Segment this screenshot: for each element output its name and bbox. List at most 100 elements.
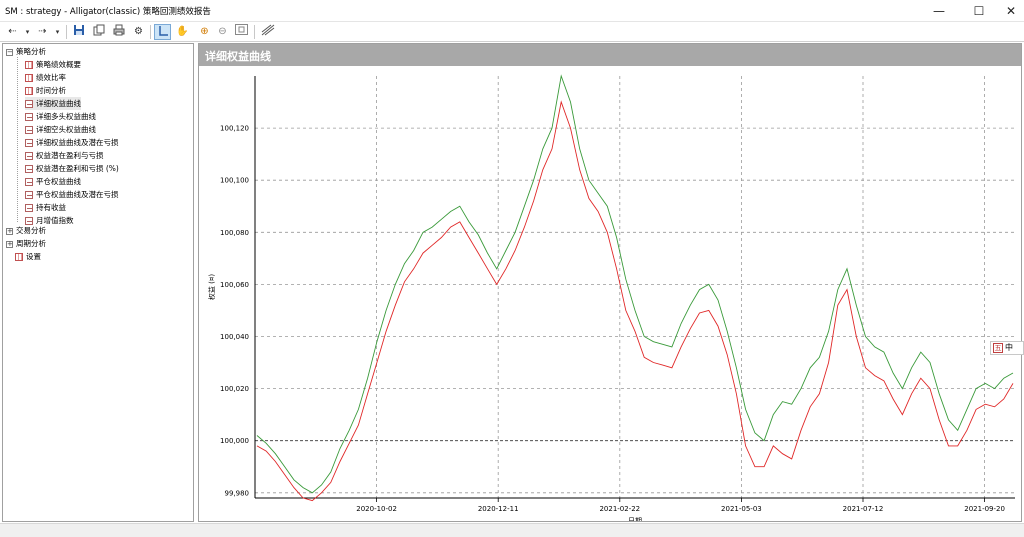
x-tick-label: 2020-10-02: [356, 505, 397, 513]
chart-report-icon: [25, 191, 33, 199]
tree-item-label: 详细权益曲线: [36, 99, 81, 108]
tree-item-5[interactable]: 详细空头权益曲线: [25, 123, 96, 136]
panel-title: 详细权益曲线: [205, 50, 271, 63]
series-line-1: [256, 100, 1014, 502]
tree-item-label: 平仓权益曲线及潜在亏损: [36, 190, 119, 199]
tree-node-period-analysis[interactable]: + 周期分析: [6, 237, 46, 250]
grid-report-icon: [25, 87, 33, 95]
tree-item-label: 详细多头权益曲线: [36, 112, 96, 121]
tree-node-trade-analysis[interactable]: + 交易分析: [6, 224, 46, 237]
ime-language-label: 中: [1005, 343, 1013, 352]
title-bar: SM : strategy - Alligator(classic) 策略回测绩…: [0, 0, 1024, 22]
forward-icon[interactable]: ⇢: [38, 26, 47, 37]
expand-icon[interactable]: +: [6, 239, 13, 248]
tree-item-1[interactable]: 绩效比率: [25, 71, 66, 84]
grid-report-icon: [15, 253, 23, 261]
grid-report-icon: [25, 74, 33, 82]
x-tick-label: 2021-09-20: [964, 505, 1005, 513]
tree-item-7[interactable]: 权益潜在盈利与亏损: [25, 149, 104, 162]
series-line-0: [256, 74, 1014, 494]
expand-icon[interactable]: +: [6, 226, 13, 235]
toolbar-separator: [150, 25, 151, 39]
y-tick-label: 100,040: [220, 333, 249, 341]
toolbar: ⇠ ▾ ⇢ ▾ ⚙ ✋ ⊕ ⊖: [0, 22, 1024, 42]
equity-chart[interactable]: 99,980 100,000 100,020 100,040 100,060 100,08…: [199, 66, 1021, 521]
chart-report-icon: [25, 178, 33, 186]
status-bar: [0, 523, 1024, 537]
crosshair-icon[interactable]: [154, 24, 171, 40]
chart-report-icon: [25, 217, 33, 225]
x-tick-label: 2021-07-12: [843, 505, 884, 513]
x-tick-label: 2021-05-03: [721, 505, 762, 513]
tree-item-0[interactable]: 策略绩效概要: [25, 58, 81, 71]
y-tick-label: 100,000: [220, 437, 249, 445]
y-axis-label: 权益 (¤): [207, 274, 216, 300]
tree-item-label: 月增值指数: [36, 216, 74, 225]
save-icon[interactable]: [70, 24, 87, 40]
tree-item-9[interactable]: 平仓权益曲线: [25, 175, 81, 188]
strategy-tree: − 策略分析 策略绩效概要 绩效比率 时间分析 详细权益曲线 详细多头权益曲线 详…: [2, 43, 194, 522]
tree-node-label: 交易分析: [16, 226, 46, 235]
tree-item-2[interactable]: 时间分析: [25, 84, 66, 97]
tree-node-settings[interactable]: 设置: [15, 250, 41, 263]
settings-icon[interactable]: ⚙: [134, 26, 143, 37]
ime-mode-icon: 五: [993, 343, 1003, 353]
tree-item-label: 权益潜在盈利和亏损 (%): [36, 164, 119, 173]
x-tick-label: 2021-02-22: [599, 505, 640, 513]
zoom-in-icon[interactable]: ⊕: [200, 26, 209, 37]
tree-item-12[interactable]: 月增值指数: [25, 214, 74, 227]
x-tick-label: 2020-12-11: [478, 505, 519, 513]
tree-item-label: 时间分析: [36, 86, 66, 95]
minimize-button[interactable]: —: [933, 4, 945, 18]
y-tick-label: 100,100: [220, 177, 249, 185]
export-icon[interactable]: [259, 24, 276, 40]
print-icon[interactable]: [110, 24, 127, 40]
maximize-button[interactable]: ☐: [973, 4, 985, 18]
tree-item-10[interactable]: 平仓权益曲线及潜在亏损: [25, 188, 119, 201]
y-tick-label: 99,980: [225, 489, 250, 497]
tree-item-label: 详细权益曲线及潜在亏损: [36, 138, 119, 147]
report-panel: 详细权益曲线 99,980 100,000 100,020 100,040 100,06…: [198, 43, 1022, 522]
panel-header: 详细权益曲线: [199, 44, 1021, 66]
tree-item-label: 策略绩效概要: [36, 60, 81, 69]
tree-connector: [17, 57, 18, 222]
tree-node-strategy-analysis[interactable]: − 策略分析: [6, 45, 46, 58]
tree-item-6[interactable]: 详细权益曲线及潜在亏损: [25, 136, 119, 149]
back-dropdown-icon[interactable]: ▾: [25, 28, 30, 36]
tree-item-label: 权益潜在盈利与亏损: [36, 151, 104, 160]
tree-item-label: 持有收益: [36, 203, 66, 212]
zoom-out-icon[interactable]: ⊖: [218, 26, 227, 37]
pan-hand-icon[interactable]: ✋: [176, 26, 189, 37]
chart-report-icon: [25, 165, 33, 173]
chart-report-icon: [25, 113, 33, 121]
toolbar-separator: [254, 25, 255, 39]
grid-report-icon: [25, 61, 33, 69]
chart-report-icon: [25, 126, 33, 134]
fit-icon[interactable]: [233, 24, 250, 40]
y-tick-label: 100,080: [220, 229, 249, 237]
tree-node-label: 设置: [26, 252, 41, 261]
tree-item-label: 绩效比率: [36, 73, 66, 82]
chart-report-icon: [25, 204, 33, 212]
tree-item-4[interactable]: 详细多头权益曲线: [25, 110, 96, 123]
toolbar-separator: [66, 25, 67, 39]
tree-item-3[interactable]: 详细权益曲线: [25, 97, 81, 110]
chart-report-icon: [25, 139, 33, 147]
tree-item-11[interactable]: 持有收益: [25, 201, 66, 214]
y-tick-label: 100,060: [220, 281, 249, 289]
back-icon[interactable]: ⇠: [8, 26, 17, 37]
x-axis-label: 日期: [628, 517, 642, 521]
tree-node-label: 周期分析: [16, 239, 46, 248]
ime-indicator[interactable]: 五中: [990, 341, 1024, 355]
chart-report-icon: [25, 152, 33, 160]
copy-icon[interactable]: [90, 24, 107, 40]
close-button[interactable]: ✕: [1005, 4, 1017, 18]
chart-report-icon: [25, 100, 33, 108]
tree-item-label: 详细空头权益曲线: [36, 125, 96, 134]
tree-item-8[interactable]: 权益潜在盈利和亏损 (%): [25, 162, 119, 175]
collapse-icon[interactable]: −: [6, 47, 13, 56]
forward-dropdown-icon[interactable]: ▾: [55, 28, 60, 36]
y-tick-label: 100,120: [220, 125, 249, 133]
tree-node-label: 策略分析: [16, 47, 46, 56]
y-tick-label: 100,020: [220, 385, 249, 393]
